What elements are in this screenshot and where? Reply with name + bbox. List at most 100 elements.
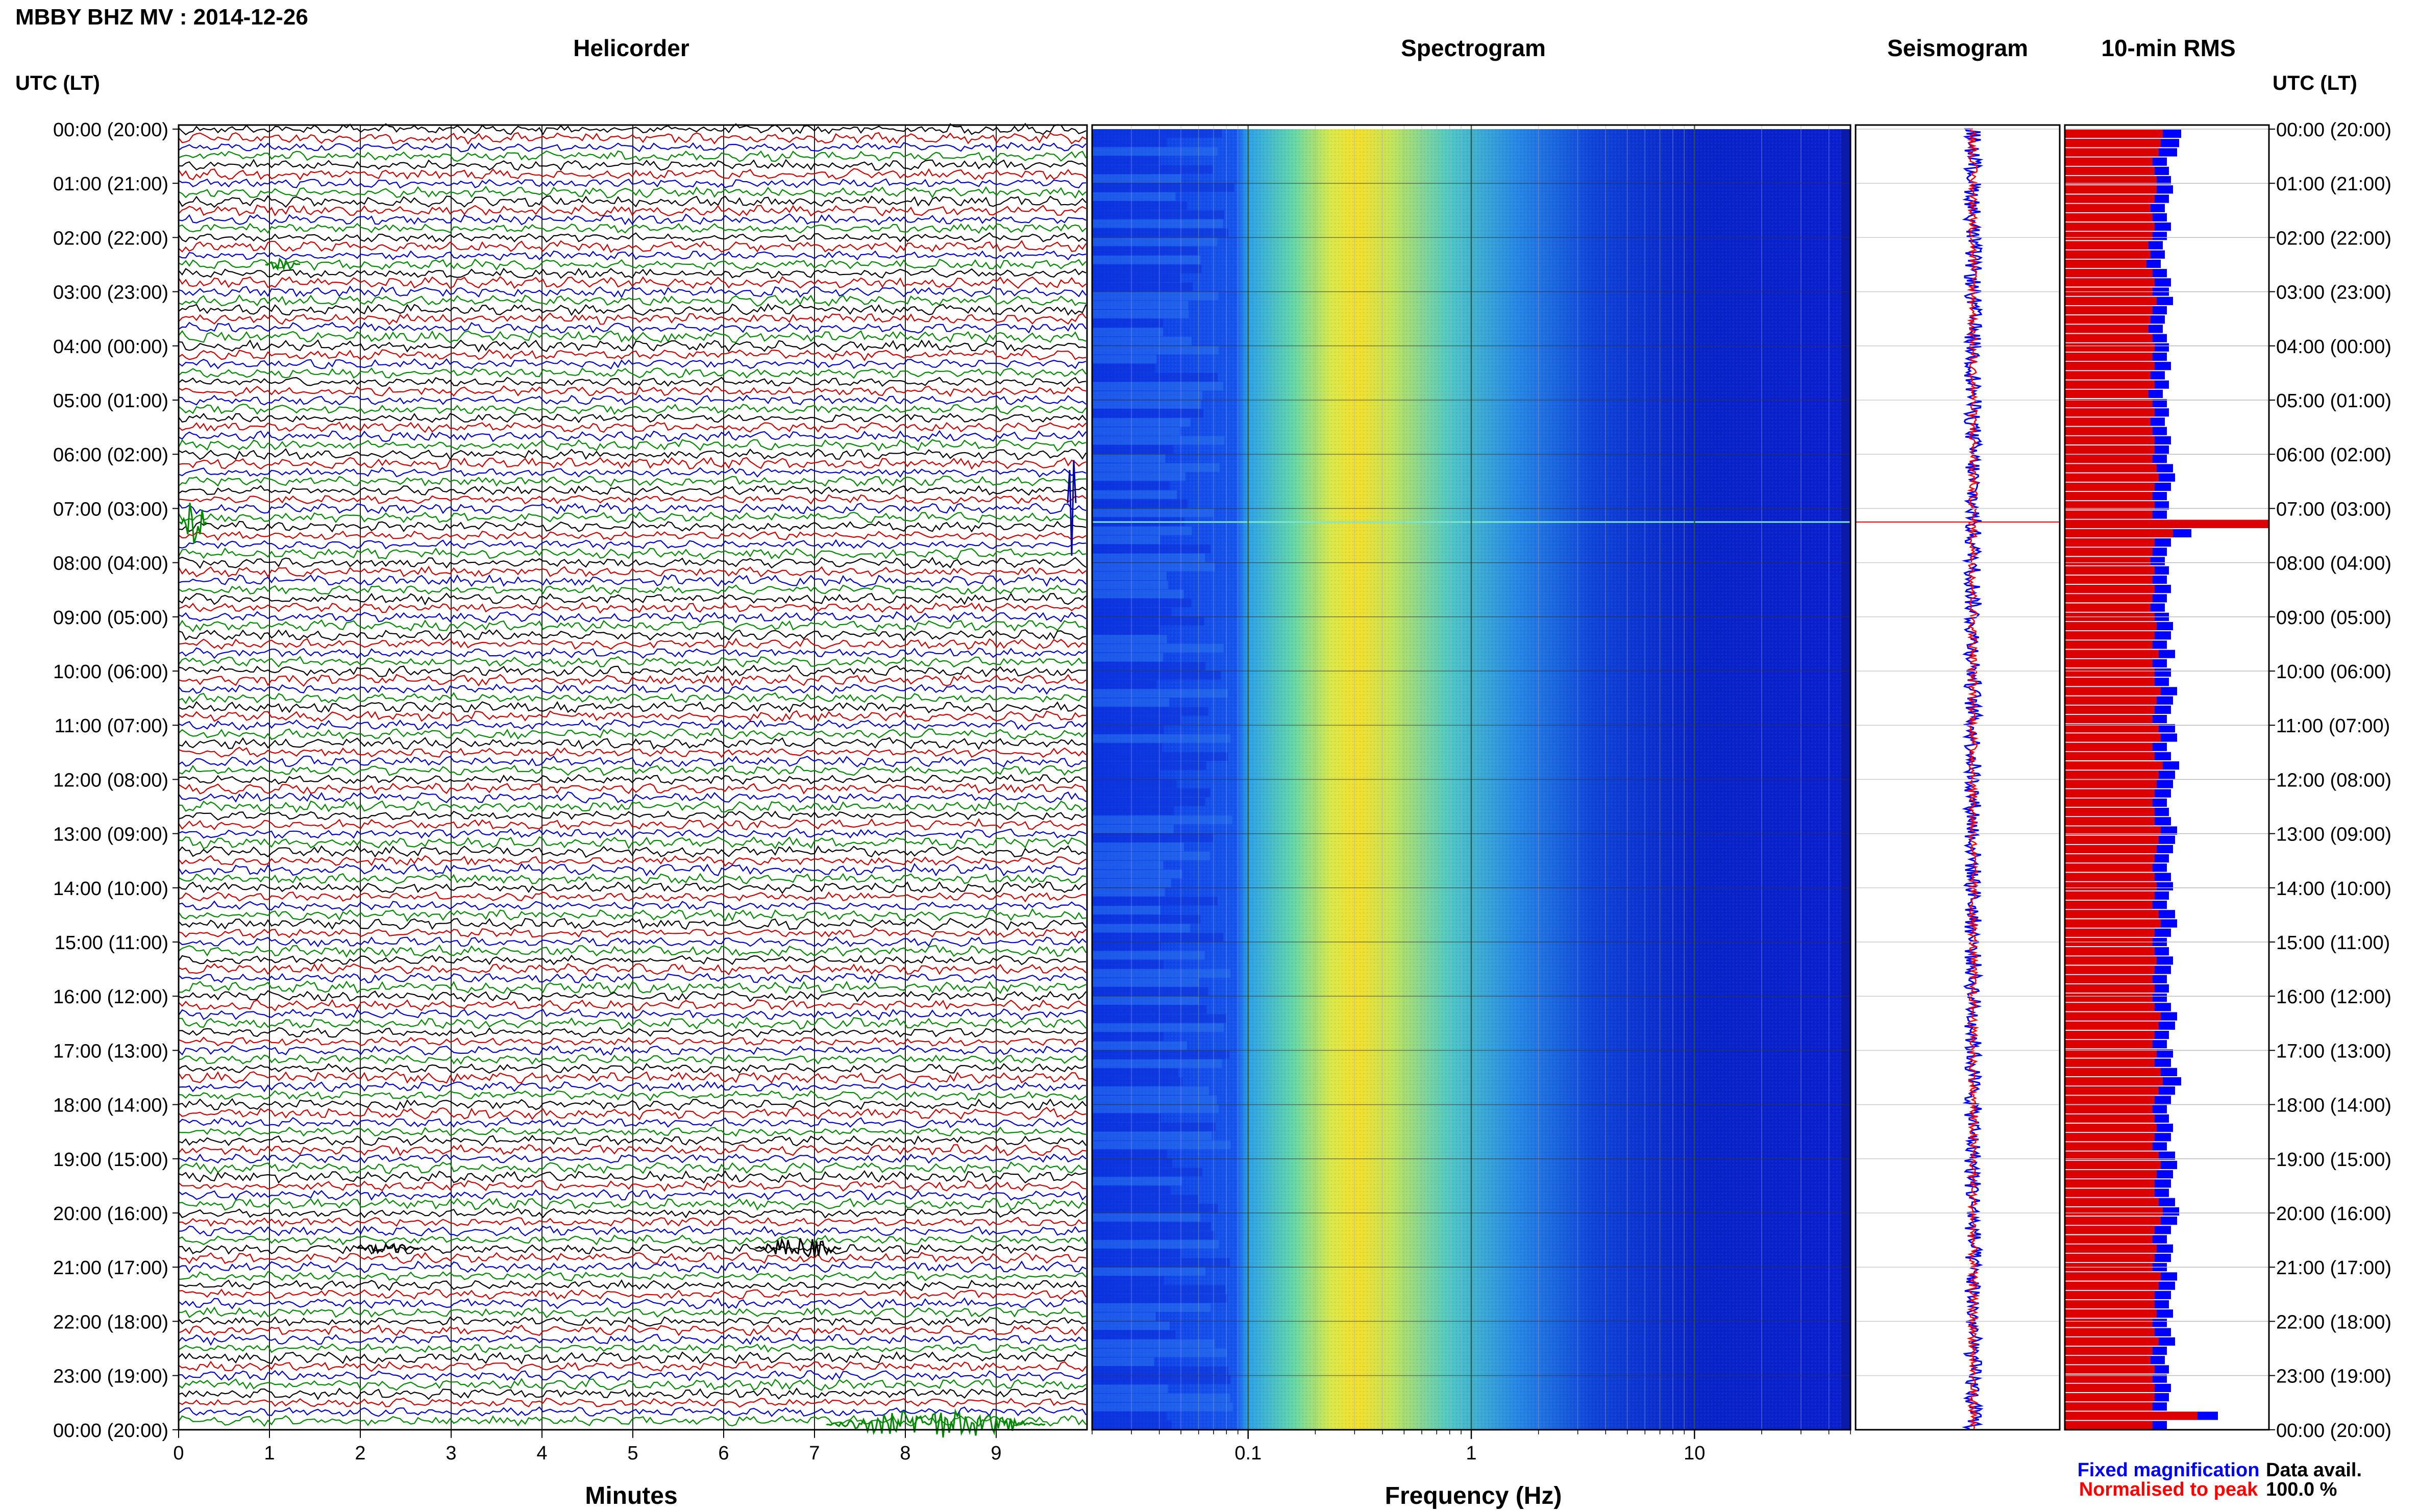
utc-label-left: UTC (LT) (15, 72, 100, 94)
rms-bar-normalised (2065, 157, 2153, 166)
rms-bar-normalised (2065, 408, 2155, 417)
spectrogram-band (1092, 1384, 1168, 1393)
helicorder-trace (178, 502, 1087, 515)
rms-bar-normalised (2065, 1198, 2159, 1206)
helicorder-trace (178, 692, 1087, 704)
rms-panel (2064, 124, 2270, 1431)
rms-bar-normalised (2065, 863, 2153, 872)
helicorder-trace (178, 936, 1087, 948)
helicorder-trace (178, 485, 1087, 496)
rms-bar-normalised (2065, 984, 2155, 993)
helicorder-trace (178, 800, 1087, 813)
rms-bar-normalised (2065, 352, 2153, 361)
rms-bar-normalised (2065, 585, 2155, 593)
rms-bar-normalised (2065, 1365, 2155, 1374)
helicorder-trace (178, 167, 1087, 181)
rms-bar-normalised (2065, 259, 2146, 268)
spectrogram-band (1092, 1113, 1161, 1122)
helicorder-trace (178, 321, 1087, 334)
spectrogram-band (1092, 1104, 1219, 1113)
rms-bar-normalised (2065, 1356, 2151, 1365)
spectrogram-band (1092, 933, 1224, 941)
rms-bar-normalised (2065, 1411, 2198, 1420)
rms-bar-normalised (2065, 1142, 2153, 1151)
spectrogram-band (1092, 454, 1166, 463)
helicorder-trace (178, 358, 1087, 370)
rms-bar-normalised (2065, 798, 2153, 807)
spectrogram-band (1092, 373, 1218, 382)
helicorder-trace (178, 611, 1087, 624)
helicorder-trace (178, 584, 1087, 595)
rms-bar-normalised (2065, 241, 2149, 250)
rms-bar-normalised (2065, 1179, 2155, 1188)
helicorder-trace (178, 511, 1087, 524)
spectrogram-band (1092, 788, 1211, 797)
rms-bar-normalised (2065, 1235, 2153, 1244)
rms-bar-normalised (2065, 482, 2155, 491)
rms-bar-normalised (2065, 325, 2149, 333)
spectrogram-band (1092, 1041, 1187, 1050)
spectrogram-band (1092, 310, 1189, 318)
hour-label-right: 11:00 (07:00) (2276, 715, 2390, 737)
rms-bar-normalised (2065, 473, 2159, 482)
rms-bar-normalised (2065, 1281, 2159, 1290)
helicorder-trace (178, 439, 1087, 452)
rms-frame (2064, 124, 2270, 1431)
helicorder-trace (178, 1180, 1087, 1192)
rms-bar-normalised (2065, 389, 2149, 398)
helicorder-trace (178, 1071, 1087, 1084)
rms-bar-normalised (2065, 464, 2157, 473)
hour-label-left: 02:00 (22:00) (53, 228, 168, 249)
rms-bar-normalised (2065, 1170, 2157, 1179)
hour-label-left: 04:00 (00:00) (53, 336, 168, 358)
minute-tick-label: 1 (264, 1443, 275, 1464)
helicorder-trace (178, 1397, 1087, 1408)
minute-tick-label: 9 (991, 1443, 1001, 1464)
helicorder-event (754, 1237, 842, 1258)
helicorder-trace (178, 1090, 1087, 1102)
helicorder-trace (178, 755, 1087, 767)
rms-bar-normalised (2065, 130, 2163, 138)
helicorder-trace (178, 1415, 1087, 1427)
spectrogram-band (1092, 1285, 1225, 1294)
rms-bar-normalised (2065, 678, 2155, 686)
hour-label-left: 18:00 (14:00) (53, 1095, 168, 1117)
spectrogram-band (1092, 1312, 1156, 1321)
rms-bar-normalised (2065, 176, 2157, 185)
spectrogram-band (1092, 969, 1231, 978)
helicorder-event (356, 1242, 419, 1254)
rms-bar-normalised (2065, 1058, 2155, 1067)
spectrogram-band (1092, 897, 1218, 906)
spectrogram-band (1092, 1059, 1222, 1068)
spectrogram-band (1092, 860, 1164, 870)
rms-bar-normalised (2065, 1244, 2157, 1253)
frequency-tick-label: 0.1 (1235, 1443, 1262, 1464)
panel-title-spectrogram: Spectrogram (1401, 35, 1546, 61)
helicorder-trace (178, 664, 1087, 678)
rms-bar-normalised (2065, 343, 2155, 352)
rms-bar-normalised (2065, 1319, 2153, 1327)
spectrogram-band (1092, 978, 1199, 987)
rms-bar-normalised (2065, 222, 2155, 231)
rms-bar-normalised (2065, 269, 2153, 278)
helicorder-event (826, 1408, 1046, 1438)
spectrogram-band (1092, 599, 1192, 608)
helicorder-trace (178, 619, 1087, 632)
rms-bar-normalised (2065, 724, 2159, 733)
spectrogram-band (1092, 608, 1172, 616)
rms-bar-normalised (2065, 975, 2153, 983)
spectrogram-band (1092, 680, 1156, 689)
rms-bar-normalised (2065, 1133, 2155, 1142)
rms-bar-normalised (2065, 780, 2157, 788)
helicorder-trace (178, 736, 1087, 750)
hour-label-left: 20:00 (16:00) (53, 1203, 168, 1225)
hour-label-left: 13:00 (09:00) (53, 824, 168, 846)
spectrogram-band (1092, 526, 1192, 535)
hour-label-left: 00:00 (20:00) (53, 119, 168, 141)
helicorder-trace (178, 810, 1087, 821)
spectrogram-band (1092, 887, 1165, 897)
helicorder-trace (178, 222, 1087, 234)
helicorder-trace (178, 873, 1087, 885)
spectrogram-band (1092, 382, 1224, 391)
